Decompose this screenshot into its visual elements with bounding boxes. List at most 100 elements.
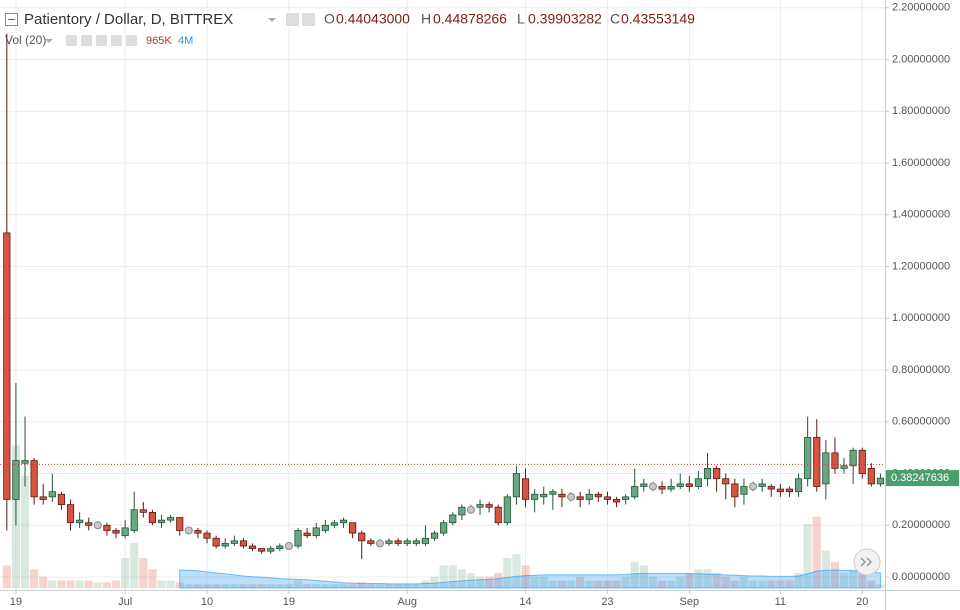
candle-body: [813, 436, 821, 487]
volume-bar: [739, 576, 749, 588]
candle-body: [549, 491, 557, 495]
candle-body: [321, 524, 329, 531]
volume-bar: [539, 576, 548, 588]
volume-bar: [867, 580, 876, 588]
x-tick-label: 19: [283, 596, 295, 608]
candle-body: [421, 537, 430, 544]
scroll-button[interactable]: [853, 548, 881, 576]
candle-body: [3, 232, 11, 500]
volume-bar: [257, 584, 266, 588]
volume-bar: [20, 475, 30, 588]
candle-body: [503, 496, 511, 524]
volume-bar: [57, 580, 66, 588]
volume-bar: [648, 576, 658, 588]
candle-body: [831, 452, 839, 469]
candle-body: [48, 491, 56, 498]
vol-dropdown-arrow[interactable]: [45, 39, 53, 43]
volume-bar: [348, 584, 357, 588]
settings-icon[interactable]: [302, 13, 315, 26]
candle-body: [694, 478, 703, 487]
volume-bar: [266, 584, 275, 588]
volume-ma-value: 4M: [178, 35, 193, 47]
candle-body: [339, 519, 348, 524]
candle-body: [822, 452, 830, 485]
volume-bar: [303, 584, 312, 588]
vol-remove-icon[interactable]: [126, 35, 137, 46]
candle-body: [612, 499, 621, 503]
y-tick-label: 1.00000000: [892, 312, 950, 324]
x-tick-label: Sep: [680, 596, 700, 608]
ohlc-value: 0.43553149: [621, 11, 695, 27]
candle-body: [258, 548, 266, 552]
scroll-circle[interactable]: [853, 548, 881, 576]
volume-bar: [858, 573, 867, 588]
y-tick-label: 0.60000000: [892, 416, 950, 428]
candle-body: [713, 467, 721, 480]
volume-bar: [667, 580, 676, 588]
candle-body: [212, 537, 220, 547]
candle-body: [312, 527, 320, 537]
candle-body: [840, 465, 848, 469]
volume-bar: [566, 580, 576, 588]
volume-bar: [430, 576, 439, 588]
ohlc-value: 0.44043000: [336, 11, 410, 27]
volume-bar: [184, 584, 193, 588]
candle-body: [385, 540, 393, 544]
y-tick-label: 0.80000000: [892, 364, 950, 376]
candle-body: [349, 522, 357, 534]
candle-body: [476, 504, 484, 508]
volume-bar: [357, 582, 366, 588]
candle-body: [412, 540, 420, 544]
candle-body: [521, 478, 530, 500]
volume-bar: [639, 565, 648, 588]
candle-doji: [375, 539, 384, 548]
last-price-label: 0.38247636: [891, 472, 949, 484]
candle-body: [776, 488, 784, 493]
candles: [0, 33, 885, 559]
volume-bar: [576, 576, 585, 588]
legend: Patientory / Dollar, D, BITTREX O 0.44043…: [5, 11, 695, 47]
volume-bar: [2, 565, 11, 588]
dropdown-arrow[interactable]: [268, 18, 276, 22]
candle-body: [239, 540, 248, 547]
candle-body: [703, 467, 712, 480]
vol-eye-icon[interactable]: [66, 35, 77, 46]
y-tick-label: 2.00000000: [892, 53, 950, 65]
candle-body: [494, 506, 502, 524]
eye-icon[interactable]: [286, 13, 299, 26]
volume-bar: [284, 584, 294, 588]
last-price-box: [886, 470, 959, 487]
x-tick-label: 14: [519, 596, 531, 608]
volume-bar: [48, 580, 57, 588]
vol-more-icon[interactable]: [111, 35, 122, 46]
y-tick-label: 1.80000000: [892, 105, 950, 117]
candle-body: [640, 483, 648, 487]
volume-bar: [221, 584, 230, 588]
volume-bar: [139, 558, 148, 588]
volume-bar: [812, 516, 821, 588]
candle-body: [558, 493, 566, 498]
candle-body: [367, 540, 375, 544]
volume-bar: [548, 580, 557, 588]
candle-body: [603, 496, 612, 500]
volume-bar: [193, 584, 203, 588]
candle-body: [221, 543, 229, 547]
candle-body: [540, 493, 548, 498]
volume-bar: [512, 554, 521, 588]
candle-body: [512, 473, 521, 498]
candle-body: [85, 522, 93, 526]
ohlc-key: O: [324, 11, 335, 27]
candle-body: [66, 504, 75, 524]
vol-add-icon[interactable]: [96, 35, 107, 46]
volume-bar: [676, 576, 685, 588]
candle-doji: [749, 482, 758, 491]
ohlc-key: L: [517, 11, 525, 27]
volume-bar: [275, 584, 284, 588]
vol-settings-icon[interactable]: [81, 35, 92, 46]
volume-bar: [794, 573, 803, 588]
x-tick-label: 10: [201, 596, 213, 608]
ohlc-value: 0.39903282: [528, 11, 602, 27]
candle-body: [103, 524, 111, 531]
volume-bar: [712, 573, 721, 588]
